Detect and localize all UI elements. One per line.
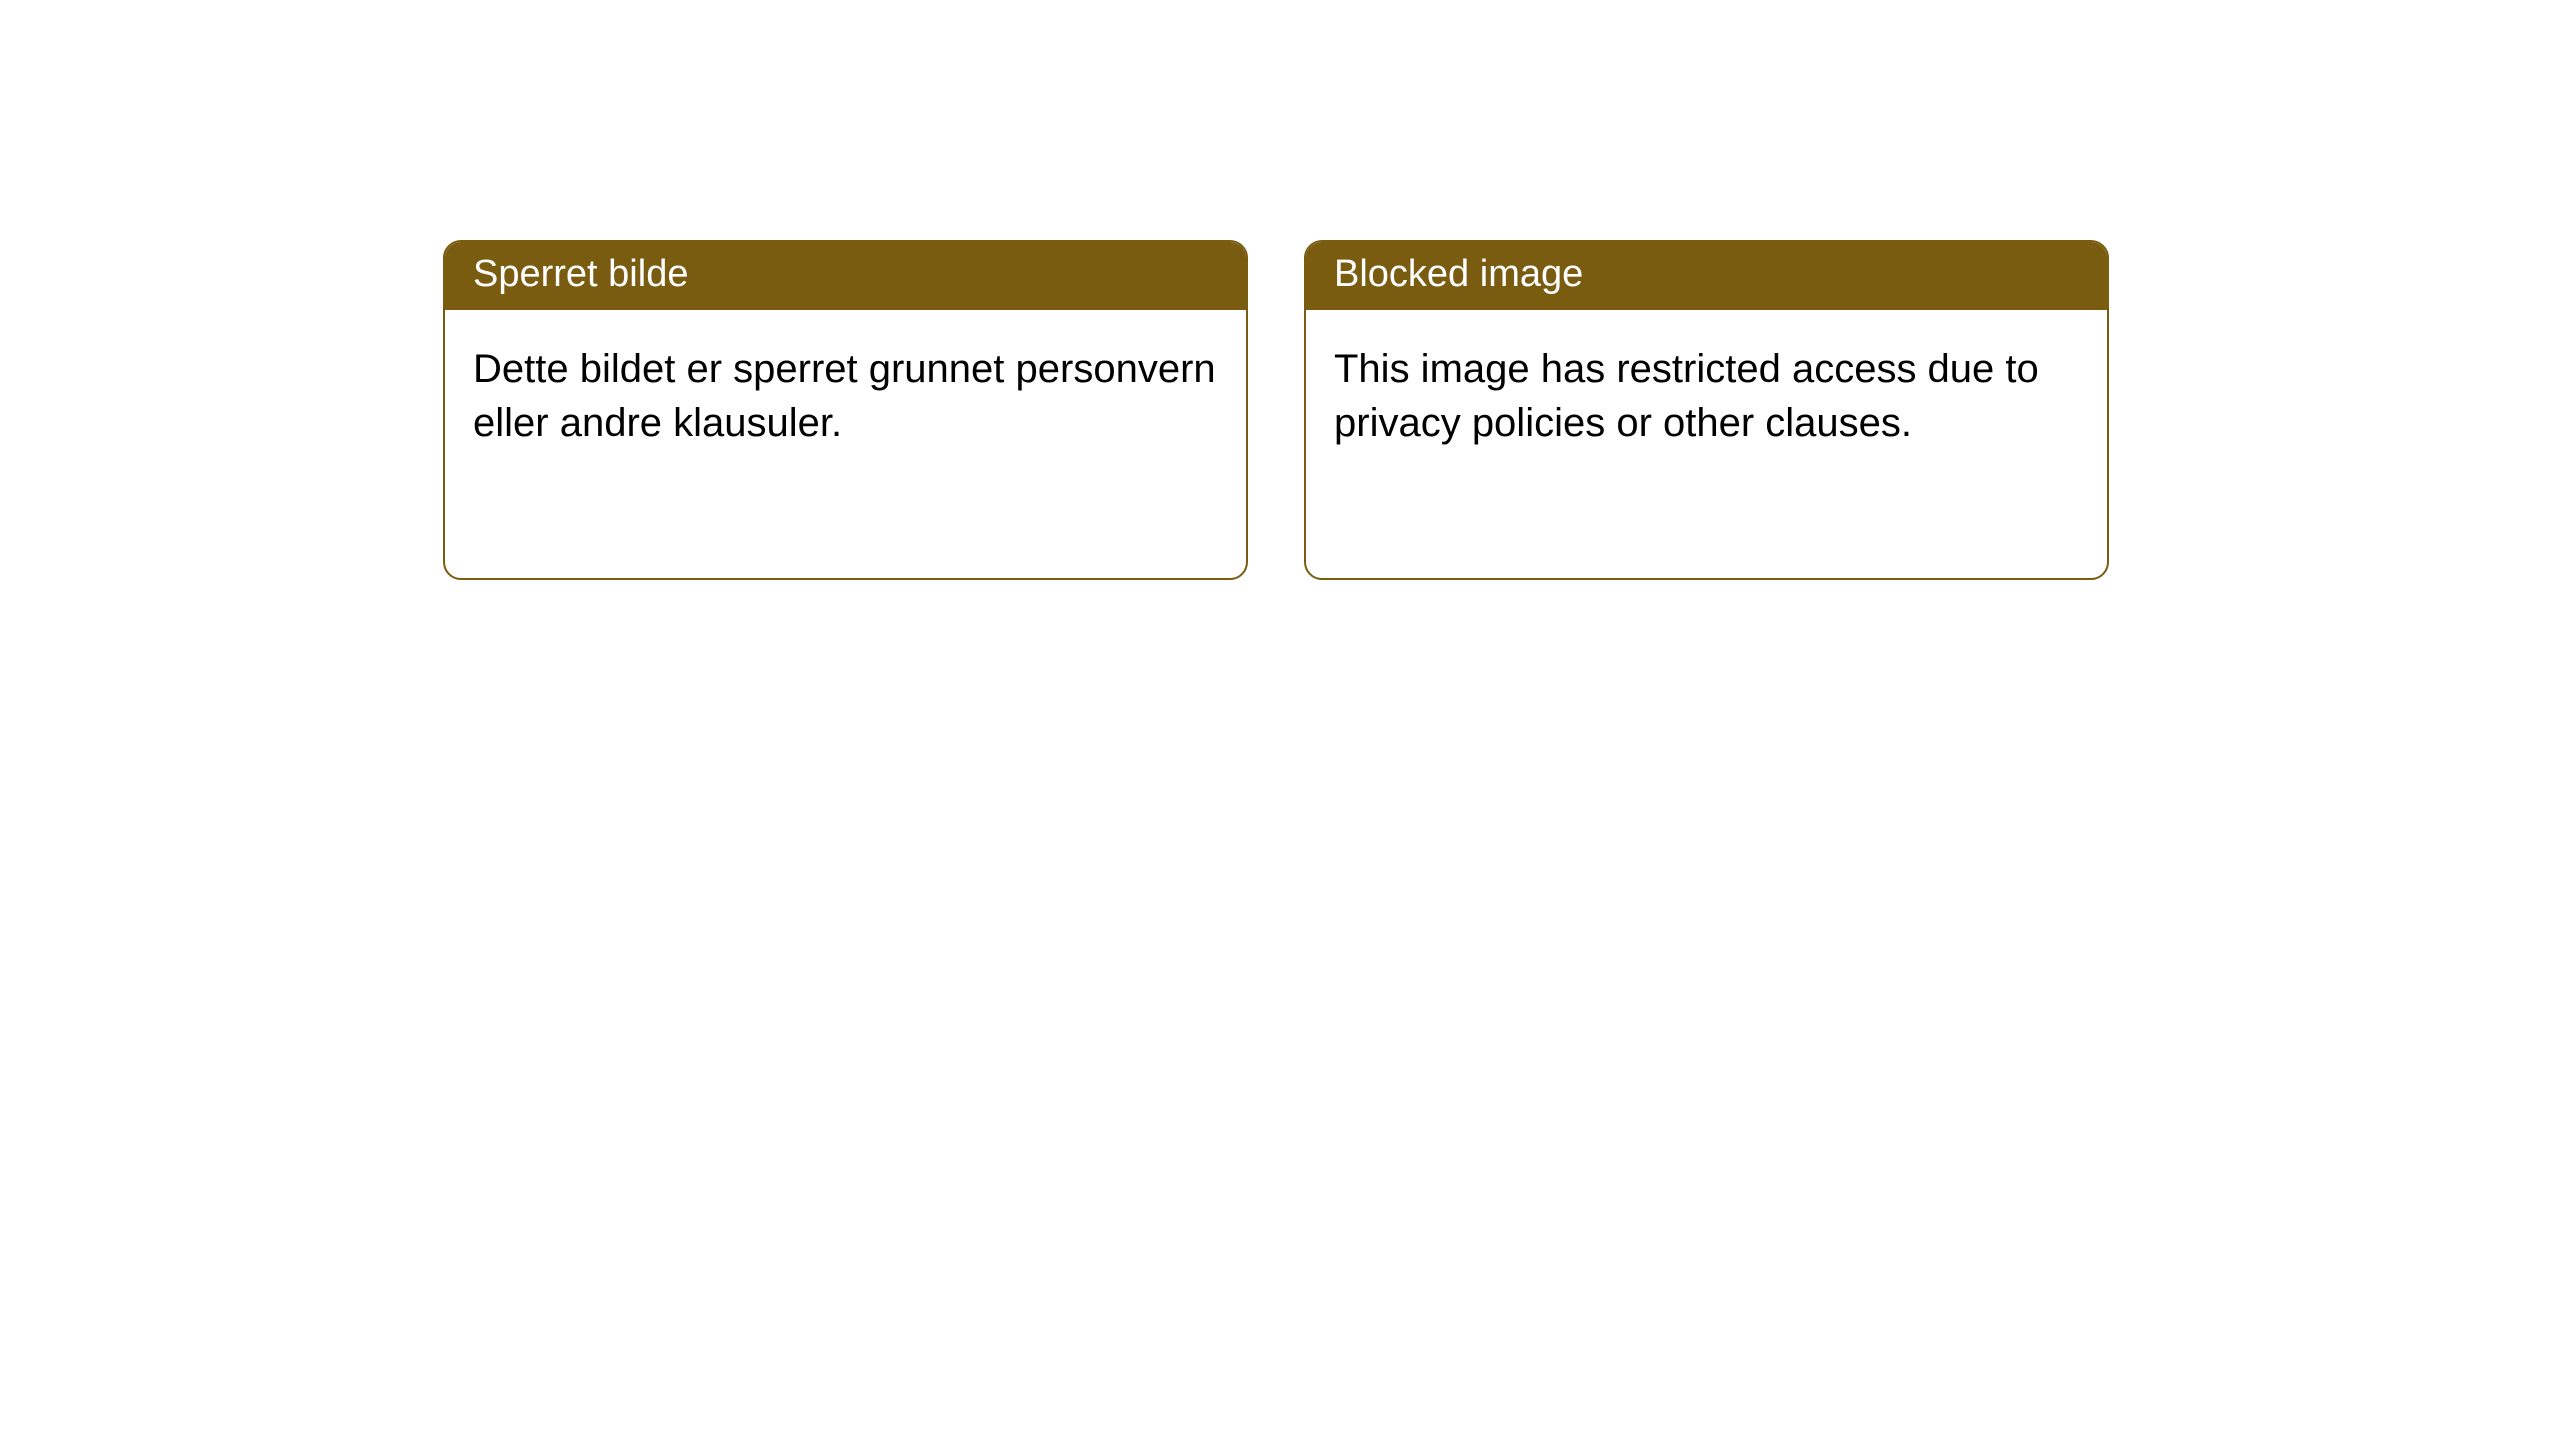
notice-card-body: This image has restricted access due to … bbox=[1306, 310, 2107, 478]
notice-card-english: Blocked image This image has restricted … bbox=[1304, 240, 2109, 580]
notice-card-title: Sperret bilde bbox=[445, 242, 1246, 310]
notice-card-body: Dette bildet er sperret grunnet personve… bbox=[445, 310, 1246, 478]
notice-cards-container: Sperret bilde Dette bildet er sperret gr… bbox=[443, 240, 2109, 580]
notice-card-title: Blocked image bbox=[1306, 242, 2107, 310]
notice-card-norwegian: Sperret bilde Dette bildet er sperret gr… bbox=[443, 240, 1248, 580]
